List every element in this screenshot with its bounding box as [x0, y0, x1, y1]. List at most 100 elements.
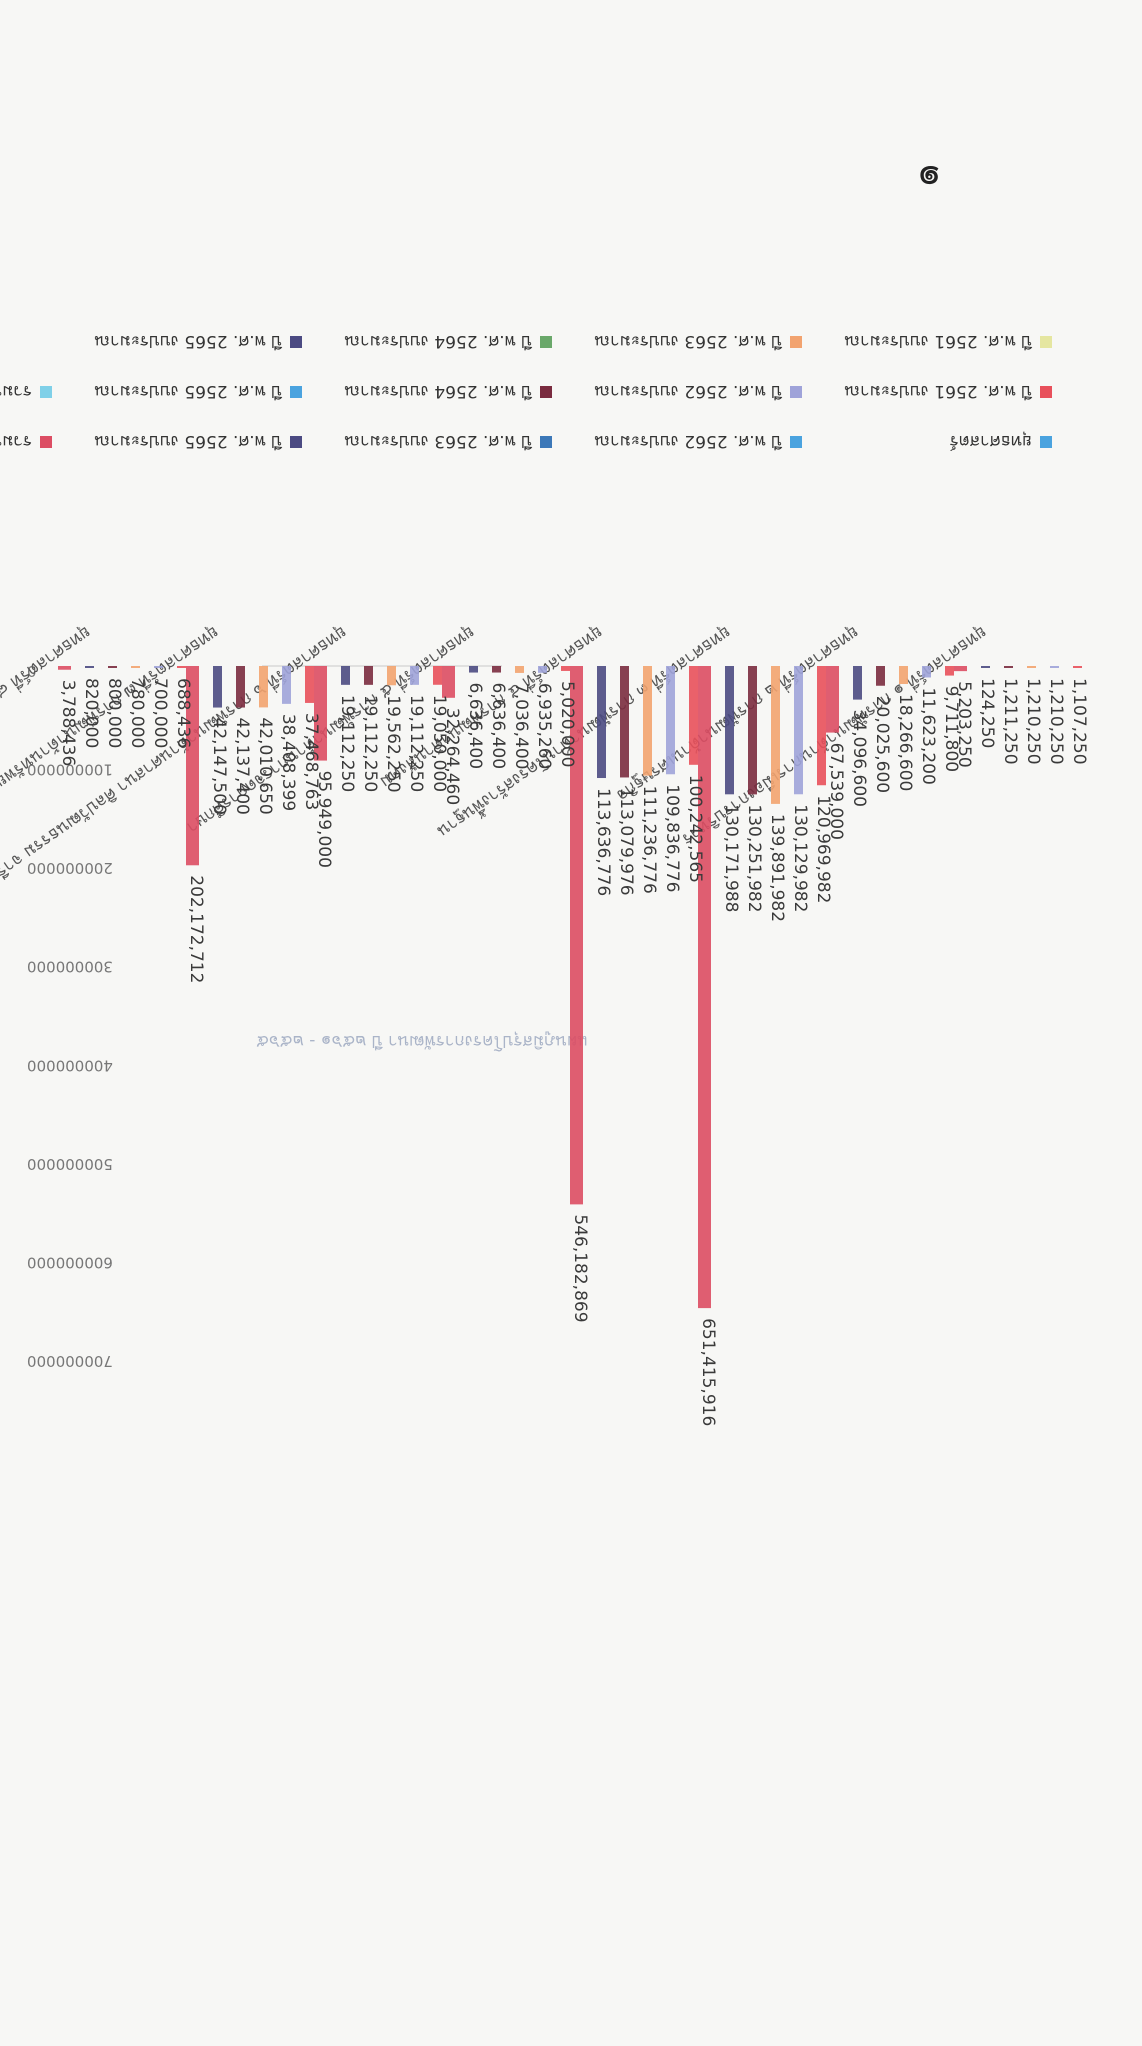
bar: [945, 666, 954, 676]
bar: [981, 666, 990, 668]
bar: [314, 666, 327, 761]
value-label: 800,000: [104, 678, 124, 748]
legend-label: ปี พ.ศ. 2562 งบประมาณ: [594, 431, 783, 451]
value-label: 19,112,250: [406, 695, 426, 792]
value-label: 820,000: [81, 678, 101, 748]
value-label: 5,203,250: [954, 681, 974, 768]
bar: [341, 666, 350, 685]
legend-item: รวมห้าปี งบประมาณ: [0, 431, 52, 451]
legend-item: ปี พ.ศ. 2563 งบประมาณ: [344, 431, 552, 451]
bar: [570, 666, 583, 1205]
bar: [1004, 666, 1013, 668]
legend-swatch: [540, 336, 552, 348]
bar: [666, 666, 675, 775]
value-label: 19,112,250: [337, 695, 357, 792]
value-label: 3,788,436: [58, 680, 78, 767]
value-label: 42,010,650: [255, 717, 275, 814]
page-number: ๑: [917, 156, 942, 202]
chart-title: แผนภูมิสรุปโครงการพัฒนา ปี ๒๕๖๑ - ๒๕๖๕: [256, 1031, 588, 1052]
value-label: 67,539,000: [826, 743, 846, 840]
bar: [748, 666, 757, 795]
value-label: 95,949,000: [314, 771, 334, 868]
value-label: 6,636,400: [488, 683, 508, 770]
value-label: 1,210,250: [1023, 678, 1043, 765]
legend-item: ปี พ.ศ. 2564 งบประมาณ: [344, 331, 552, 351]
legend-label: ปี พ.ศ. 2561 งบประมาณ: [844, 331, 1033, 351]
bar: [561, 666, 570, 671]
legend-item: ปี พ.ศ. 2563 งบประมาณ: [594, 331, 802, 351]
legend-swatch: [540, 436, 552, 448]
bar: [597, 666, 606, 779]
value-label: 7,036,400: [511, 683, 531, 770]
bar: [1073, 666, 1082, 668]
legend-item: ปี พ.ศ. 2562 งบประมาณ: [594, 381, 802, 401]
legend-swatch: [1040, 386, 1052, 398]
value-label: 100,242,565: [685, 775, 705, 883]
legend-swatch: [1040, 436, 1052, 448]
y-tick-label: 700000000: [27, 1352, 113, 1370]
bar: [620, 666, 629, 778]
legend-label: ปี พ.ศ. 2565 งบประมาณ: [94, 431, 283, 451]
value-label: 120,969,982: [813, 795, 833, 903]
value-label: 5,020,000: [557, 681, 577, 768]
legend-label: ปี พ.ศ. 2562 งบประมาณ: [594, 381, 783, 401]
value-label: 130,171,988: [721, 804, 741, 912]
bar: [387, 666, 396, 686]
value-label: 9,711,800: [941, 686, 961, 773]
bar: [922, 666, 931, 678]
value-label: 32,264,460: [442, 708, 462, 805]
bar: [538, 666, 547, 673]
bar: [492, 666, 501, 673]
legend-label: รวมห้าปี งบประมาณ: [0, 431, 32, 451]
value-label: 20,025,600: [872, 696, 892, 793]
bar: [442, 666, 455, 698]
bar: [794, 666, 803, 795]
value-label: 42,147,500: [209, 718, 229, 815]
legend-item: ยุทธศาสตร์: [950, 431, 1052, 451]
bar: [305, 666, 314, 703]
value-label: 19,050,000: [429, 695, 449, 792]
value-label: 700,000: [150, 678, 170, 748]
bar: [643, 666, 652, 776]
legend-item: ปี พ.ศ. 2564 งบประมาณ: [344, 381, 552, 401]
bar: [954, 666, 967, 672]
legend-label: ปี พ.ศ. 2563 งบประมาณ: [594, 331, 783, 351]
legend-swatch: [290, 436, 302, 448]
bar: [725, 666, 734, 795]
value-label: 19,112,250: [360, 695, 380, 792]
bar-groups: ยุทธศาสตร์ที่ ๑ การพัฒนาด้านการเมืองการบ…: [0, 622, 1089, 1426]
bar: [259, 666, 268, 708]
value-label: 202,172,712: [186, 875, 206, 983]
bar: [826, 666, 839, 733]
value-label: 111,236,776: [639, 786, 659, 894]
y-tick-label: 600000000: [27, 1253, 113, 1271]
bar: [85, 666, 94, 668]
bar: [186, 666, 199, 866]
bar: [771, 666, 780, 804]
value-label: 139,891,982: [767, 814, 787, 922]
value-label: 113,636,776: [593, 788, 613, 896]
legend-swatch: [540, 386, 552, 398]
value-label: 130,251,982: [744, 804, 764, 912]
value-label: 130,129,982: [790, 804, 810, 912]
value-label: 651,415,916: [698, 1318, 718, 1426]
value-label: 6,935,260: [534, 683, 554, 770]
value-label: 11,623,200: [918, 687, 938, 784]
y-tick-label: 300000000: [27, 958, 113, 976]
legend-item: ปี พ.ศ. 2565 งบประมาณ: [94, 431, 302, 451]
value-label: 42,137,400: [232, 718, 252, 815]
bar: [177, 666, 186, 668]
value-label: 34,096,600: [849, 710, 869, 807]
legend-swatch: [1040, 336, 1052, 348]
legend-label: ยุทธศาสตร์: [950, 431, 1032, 451]
value-label: 780,000: [127, 678, 147, 748]
bar: [108, 666, 117, 668]
y-tick-label: 0: [27, 662, 37, 680]
value-label: 1,210,250: [1046, 678, 1066, 765]
bar: [282, 666, 291, 704]
bar: [213, 666, 222, 708]
legend-swatch: [290, 336, 302, 348]
bar: [236, 666, 245, 708]
bar: [817, 666, 826, 786]
